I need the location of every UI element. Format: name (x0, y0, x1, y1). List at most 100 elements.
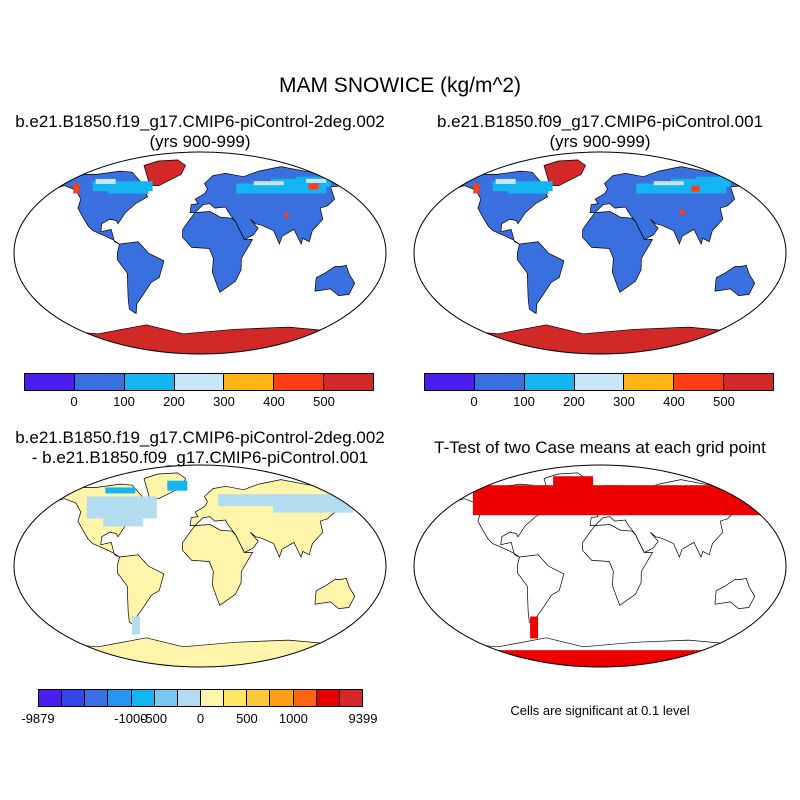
ttest-map (413, 464, 787, 668)
colorbar-tick-label: 100 (113, 394, 135, 409)
colorbar-tick-label: 500 (713, 394, 735, 409)
field-patch (637, 503, 758, 514)
diff-title-line2: - b.e21.B1850.f09_g17.CMIP6-piControl.00… (31, 448, 369, 467)
field-patch (103, 514, 144, 527)
ttest-title-line1: T-Test of two Case means at each grid po… (434, 438, 766, 457)
case1-title-line2: (yrs 900-999) (149, 132, 251, 151)
landmass-africa (182, 211, 254, 293)
field-patch (108, 185, 149, 194)
landmass-antarctica (442, 637, 758, 667)
diff-colorbar-labels: -9879 -1000 -500 0 500 1000 9399 (21, 711, 377, 727)
case1-title-line1: b.e21.B1850.f19_g17.CMIP6-piControl-2deg… (15, 112, 385, 131)
colorbar-swatch (524, 374, 575, 390)
case2-title-line2: (yrs 900-999) (549, 132, 651, 151)
colorbar-swatch (324, 374, 374, 390)
field-patch (473, 183, 480, 194)
field-patch (236, 183, 327, 194)
colorbar-tick-label: 0 (470, 394, 478, 409)
colorbar-tick-label: 1000 (278, 711, 308, 726)
colorbar-swatch (174, 374, 225, 390)
colorbar-swatch (62, 690, 86, 706)
field-patch (105, 487, 136, 494)
field-patch (86, 496, 157, 519)
colorbar-swatch (270, 690, 294, 706)
colorbar-swatch (74, 374, 125, 390)
colorbar-swatch (574, 374, 625, 390)
field-patch (508, 185, 549, 194)
colorbar-swatch (131, 690, 155, 706)
field-patch (670, 178, 731, 187)
landmass-africa (582, 211, 654, 293)
ttest-note: Cells are significant at 0.1 level (510, 703, 690, 718)
landmass-greenland (543, 159, 587, 187)
colorbar-tick-label: 400 (263, 394, 285, 409)
colorbar-swatch (293, 690, 317, 706)
colorbar-tick-label: 0 (196, 711, 205, 726)
landmass-australia (314, 264, 356, 296)
map-border (13, 464, 387, 668)
landmass-australia (314, 577, 356, 609)
colorbar-tick-label: -1000 (114, 711, 148, 726)
colorbar-tick-label: 200 (163, 394, 185, 409)
colorbar-swatch (177, 690, 201, 706)
field-patch (679, 210, 686, 215)
landmass-africa (182, 524, 254, 606)
diff-title-line1: b.e21.B1850.f19_g17.CMIP6-piControl-2deg… (15, 428, 385, 447)
field-patch (167, 480, 188, 491)
colorbar-swatch (39, 690, 63, 706)
case1-title: b.e21.B1850.f19_g17.CMIP6-piControl-2deg… (0, 112, 400, 152)
field-patch (284, 212, 289, 218)
landmass-antarctica (42, 637, 358, 667)
landmass-greenland (143, 472, 187, 500)
colorbar-swatch (200, 690, 225, 706)
colorbar-swatch (724, 374, 774, 390)
field-patch (253, 181, 284, 186)
case2-colorbar-labels: 0 100 200 300 400 500 (424, 394, 774, 410)
landmass-southamerica (116, 554, 165, 628)
field-patch (696, 176, 747, 183)
field-patch (308, 183, 319, 190)
colorbar-tick-label: 500 (313, 394, 335, 409)
colorbar-swatch (624, 374, 675, 390)
colorbar-swatch (124, 374, 175, 390)
case2-map (413, 151, 787, 355)
colorbar-tick-label: 300 (213, 394, 235, 409)
case2-title: b.e21.B1850.f09_g17.CMIP6-piControl.001 … (400, 112, 800, 152)
field-patch (530, 616, 539, 639)
field-patch (306, 178, 327, 183)
colorbar-swatch (25, 374, 75, 390)
case1-colorbar-labels: 0 100 200 300 400 500 (24, 394, 374, 410)
colorbar-tick-label: 200 (563, 394, 585, 409)
colorbar-tick-label: 9399 (348, 711, 378, 726)
landmass-greenland (143, 159, 187, 187)
map-border (413, 151, 787, 355)
colorbar-tick-label: 0 (70, 394, 78, 409)
landmass-antarctica (42, 324, 358, 354)
diff-title: b.e21.B1850.f19_g17.CMIP6-piControl-2deg… (0, 428, 400, 468)
field-patch (132, 616, 141, 635)
landmass-australia (714, 577, 756, 609)
colorbar-swatch (316, 690, 340, 706)
field-patch (73, 183, 80, 194)
colorbar-swatch (224, 374, 275, 390)
colorbar-swatch (674, 374, 725, 390)
diff-map (13, 464, 387, 668)
colorbar-swatch (425, 374, 475, 390)
landmass-southamerica (516, 554, 565, 628)
field-patch (273, 498, 354, 513)
colorbar-swatch (154, 690, 178, 706)
landmass-africa (582, 524, 654, 606)
case2-title-line1: b.e21.B1850.f09_g17.CMIP6-piControl.001 (436, 112, 764, 131)
colorbar-swatch (108, 690, 132, 706)
map-border (413, 464, 787, 668)
colorbar-tick-label: -500 (141, 711, 168, 726)
colorbar-tick-label: 300 (613, 394, 635, 409)
colorbar-swatch (274, 374, 325, 390)
case1-map (13, 151, 387, 355)
field-patch (495, 178, 516, 184)
field-patch (553, 476, 594, 489)
landmass-antarctica (442, 324, 758, 354)
case1-colorbar (24, 373, 374, 391)
colorbar-tick-label: 100 (513, 394, 535, 409)
case2-colorbar (424, 373, 774, 391)
